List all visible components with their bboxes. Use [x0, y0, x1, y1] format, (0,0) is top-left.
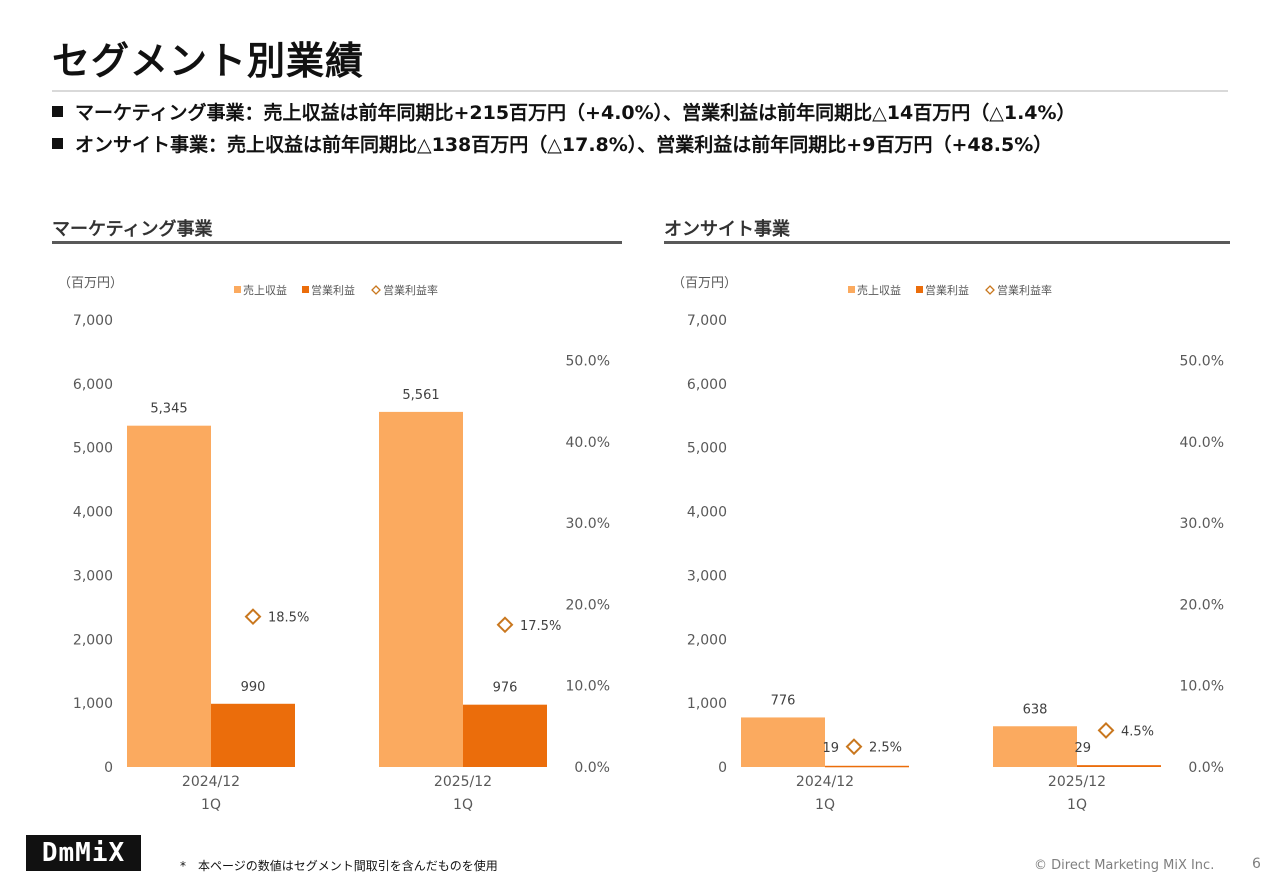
onsite-chart: （百万円） 売上収益 営業利益 営業利益率 0 1,000 2,000 3,000 4,000 5…	[672, 276, 1224, 813]
y2-tick-label: 40.0%	[566, 435, 610, 451]
bar-operating-profit	[463, 704, 547, 767]
marker-margin	[1097, 722, 1115, 739]
data-label-operating-profit: 990	[241, 680, 266, 695]
legend-label-operating-profit: 営業利益	[311, 283, 355, 297]
bar-revenue	[379, 411, 463, 767]
marker-margin	[845, 738, 863, 756]
title-divider	[52, 90, 1228, 92]
bar-revenue	[993, 726, 1077, 767]
legend-swatch-revenue	[848, 286, 855, 293]
bar-operating-profit	[825, 765, 909, 768]
y2-tick-label: 10.0%	[566, 679, 610, 695]
y-tick-label: 7,000	[687, 313, 727, 329]
y-tick-label: 0	[104, 760, 113, 776]
y-tick-label: 5,000	[687, 441, 727, 457]
data-label-margin: 17.5%	[520, 619, 561, 634]
summary-text-marketing: マーケティング事業：売上収益は前年同期比+215百万円（+4.0%）、営業利益は…	[75, 102, 1076, 124]
y-tick-label: 6,000	[73, 377, 113, 393]
y2-tick-label: 0.0%	[1188, 760, 1224, 776]
y2-tick-label: 30.0%	[566, 516, 610, 532]
x-tick-label-period: 2024/12	[182, 774, 240, 790]
y-tick-label: 3,000	[687, 568, 727, 584]
summary-text-onsite: オンサイト事業：売上収益は前年同期比△138百万円（△17.8%）、営業利益は前…	[75, 134, 1053, 156]
data-label-margin: 2.5%	[869, 741, 902, 756]
data-label-margin: 18.5%	[268, 611, 309, 626]
x-tick-label-quarter: 1Q	[815, 797, 835, 813]
footnote: * 本ページの数値はセグメント間取引を含んだものを使用	[180, 859, 498, 873]
y2-tick-label: 20.0%	[1180, 597, 1224, 613]
y-tick-label: 7,000	[73, 313, 113, 329]
unit-label: （百万円）	[58, 276, 123, 291]
legend-marker-margin	[985, 285, 995, 295]
y2-tick-label: 0.0%	[574, 760, 610, 776]
data-label-revenue: 5,345	[150, 402, 187, 417]
x-tick-label-quarter: 1Q	[453, 797, 473, 813]
x-tick-label-period: 2025/12	[1048, 774, 1106, 790]
legend-label-revenue: 売上収益	[243, 283, 287, 297]
bar-revenue	[127, 425, 211, 767]
x-tick-label-quarter: 1Q	[1067, 797, 1087, 813]
legend-label-revenue: 売上収益	[857, 283, 901, 297]
x-tick-label-period: 2024/12	[796, 774, 854, 790]
marketing-chart: （百万円） 売上収益 営業利益 営業利益率 0 1,000 2,000 3,000 4,000 5…	[58, 276, 610, 813]
summary-bullet-marketing: マーケティング事業：売上収益は前年同期比+215百万円（+4.0%）、営業利益は…	[52, 98, 1076, 125]
legend-label-margin: 営業利益率	[383, 283, 438, 297]
y2-tick-label: 10.0%	[1180, 679, 1224, 695]
copyright: © Direct Marketing MiX Inc.	[1034, 858, 1215, 873]
marker-margin	[496, 616, 514, 634]
data-label-revenue: 5,561	[402, 388, 439, 403]
data-label-operating-profit: 19	[822, 741, 839, 756]
y-tick-label: 2,000	[687, 632, 727, 648]
bar-operating-profit	[211, 703, 295, 767]
x-tick-label-period: 2025/12	[434, 774, 492, 790]
y-tick-label: 5,000	[73, 441, 113, 457]
legend-swatch-operating-profit	[302, 286, 309, 293]
x-tick-label-quarter: 1Q	[201, 797, 221, 813]
section-title-onsite: オンサイト事業	[664, 219, 790, 240]
bullet-square-icon	[52, 138, 63, 149]
legend-swatch-revenue	[234, 286, 241, 293]
data-label-revenue: 638	[1023, 702, 1048, 717]
y2-tick-label: 20.0%	[566, 597, 610, 613]
bullet-square-icon	[52, 106, 63, 117]
y-tick-label: 4,000	[73, 505, 113, 521]
legend-marker-margin	[371, 285, 381, 295]
y2-tick-label: 30.0%	[1180, 516, 1224, 532]
summary-bullet-onsite: オンサイト事業：売上収益は前年同期比△138百万円（△17.8%）、営業利益は前…	[52, 130, 1052, 157]
y-tick-label: 2,000	[73, 632, 113, 648]
y-tick-label: 6,000	[687, 377, 727, 393]
bar-revenue	[741, 717, 825, 767]
legend-swatch-operating-profit	[916, 286, 923, 293]
page-number: 6	[1252, 856, 1261, 872]
y-tick-label: 4,000	[687, 505, 727, 521]
section-divider-marketing	[52, 241, 622, 244]
section-divider-onsite	[664, 241, 1230, 244]
unit-label: （百万円）	[672, 276, 737, 291]
y-tick-label: 1,000	[73, 696, 113, 712]
y2-tick-label: 50.0%	[1180, 354, 1224, 370]
data-label-operating-profit: 29	[1074, 741, 1091, 756]
y2-tick-label: 50.0%	[566, 354, 610, 370]
data-label-operating-profit: 976	[493, 681, 518, 696]
marker-margin	[244, 608, 262, 626]
y-tick-label: 1,000	[687, 696, 727, 712]
y2-tick-label: 40.0%	[1180, 435, 1224, 451]
page-title: セグメント別業績	[52, 39, 365, 83]
data-label-revenue: 776	[771, 693, 796, 708]
legend-label-margin: 営業利益率	[997, 283, 1052, 297]
y-tick-label: 3,000	[73, 568, 113, 584]
legend-label-operating-profit: 営業利益	[925, 283, 969, 297]
section-title-marketing: マーケティング事業	[52, 219, 213, 240]
y-tick-label: 0	[718, 760, 727, 776]
bar-operating-profit	[1077, 765, 1161, 767]
data-label-margin: 4.5%	[1121, 724, 1154, 739]
company-logo: DmMiX	[26, 835, 141, 871]
